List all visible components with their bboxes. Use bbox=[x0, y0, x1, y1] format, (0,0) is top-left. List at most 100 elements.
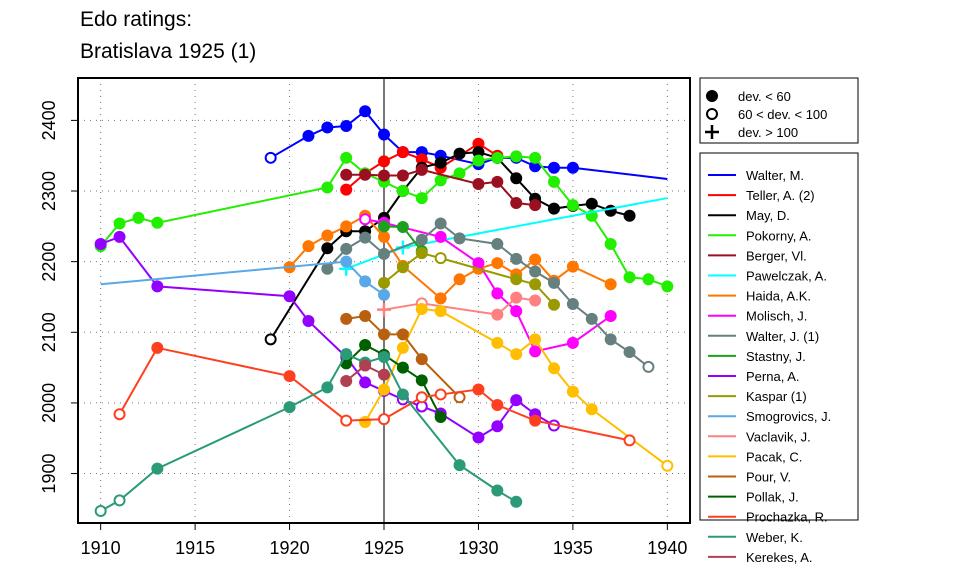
marker-filled bbox=[283, 370, 296, 383]
series-legend-label: Vaclavik, J. bbox=[746, 429, 811, 444]
marker-filled bbox=[359, 415, 372, 428]
marker-filled bbox=[491, 336, 504, 349]
marker-filled bbox=[491, 484, 504, 497]
marker-filled bbox=[415, 302, 428, 315]
marker-filled bbox=[434, 292, 447, 305]
series-line bbox=[100, 352, 517, 512]
chart-title-line1: Edo ratings: bbox=[80, 8, 193, 31]
marker-filled bbox=[566, 260, 579, 273]
marker-filled bbox=[434, 305, 447, 318]
y-tick-label: 2200 bbox=[39, 242, 59, 282]
marker-filled bbox=[453, 167, 466, 180]
marker-filled bbox=[510, 305, 523, 318]
marker-legend-box bbox=[699, 77, 859, 144]
marker-filled bbox=[378, 383, 390, 396]
marker-plus bbox=[705, 125, 719, 139]
marker-filled bbox=[359, 376, 372, 389]
marker-filled bbox=[113, 217, 126, 230]
marker-filled bbox=[415, 233, 428, 246]
marker-filled bbox=[491, 399, 504, 412]
marker-open bbox=[642, 360, 655, 373]
marker-filled bbox=[510, 172, 523, 185]
marker-filled bbox=[566, 298, 579, 311]
marker-legend: dev. < 60 60 < dev. < 100 dev. > 100 bbox=[699, 77, 859, 144]
marker-open bbox=[453, 391, 466, 404]
marker-filled bbox=[453, 273, 466, 286]
marker-filled bbox=[529, 151, 542, 164]
marker-filled bbox=[706, 90, 718, 102]
marker-filled bbox=[510, 150, 523, 163]
series-smogrovics-j bbox=[100, 255, 390, 301]
marker-filled bbox=[585, 312, 598, 325]
marker-filled bbox=[585, 197, 598, 210]
series-legend-label: Walter, M. bbox=[746, 168, 804, 183]
series-weber-k bbox=[94, 348, 523, 517]
marker-open bbox=[378, 413, 390, 426]
marker-filled bbox=[510, 394, 523, 407]
marker-filled bbox=[472, 257, 485, 270]
marker-filled bbox=[434, 230, 447, 243]
marker-open bbox=[359, 213, 372, 226]
series-line bbox=[326, 222, 650, 368]
marker-filled bbox=[396, 261, 409, 274]
marker-filled bbox=[340, 183, 353, 196]
marker-filled bbox=[340, 151, 353, 164]
marker-filled bbox=[340, 312, 353, 325]
marker-filled bbox=[396, 388, 409, 401]
x-tick-label: 1915 bbox=[175, 538, 215, 558]
series-vaclavik-j bbox=[377, 291, 542, 321]
marker-filled bbox=[113, 230, 126, 243]
series-legend-label: May, D. bbox=[746, 208, 790, 223]
marker-filled bbox=[529, 333, 542, 346]
marker-filled bbox=[321, 121, 334, 134]
marker-filled bbox=[566, 385, 579, 398]
marker-filled bbox=[472, 154, 485, 167]
marker-filled bbox=[378, 368, 390, 381]
series-berger-vl bbox=[340, 163, 542, 212]
marker-filled bbox=[453, 459, 466, 472]
marker-open bbox=[434, 388, 447, 401]
marker-filled bbox=[359, 231, 372, 244]
marker-filled bbox=[510, 348, 523, 361]
x-tick-label: 1925 bbox=[364, 538, 404, 558]
marker-filled bbox=[434, 174, 447, 187]
marker-filled bbox=[566, 161, 579, 174]
marker-filled bbox=[548, 276, 560, 289]
marker-filled bbox=[642, 273, 655, 286]
series-kerekes-a bbox=[340, 359, 390, 388]
marker-open bbox=[661, 459, 674, 472]
marker-filled bbox=[529, 278, 542, 291]
marker-filled bbox=[302, 240, 315, 253]
marker-filled bbox=[623, 271, 636, 284]
series-legend-label: Smogrovics, J. bbox=[746, 409, 831, 424]
series-pour-v bbox=[340, 310, 466, 404]
marker-open bbox=[340, 414, 353, 427]
marker-filled bbox=[396, 169, 409, 182]
marker-open bbox=[113, 494, 126, 507]
series-haida-a-k bbox=[283, 209, 617, 305]
y-tick-label: 2400 bbox=[39, 100, 59, 140]
marker-filled bbox=[661, 280, 674, 293]
marker-open bbox=[264, 151, 277, 164]
marker-filled bbox=[340, 168, 353, 181]
y-tick-label: 2100 bbox=[39, 312, 59, 352]
marker-filled bbox=[321, 242, 334, 255]
marker-filled bbox=[378, 276, 390, 289]
series-line bbox=[383, 252, 555, 306]
series-line bbox=[100, 260, 385, 296]
chart-title-line2: Bratislava 1925 (1) bbox=[80, 40, 257, 63]
marker-filled bbox=[415, 353, 428, 366]
marker-filled bbox=[472, 383, 485, 396]
marker-filled bbox=[434, 156, 447, 169]
marker-filled bbox=[623, 209, 636, 222]
series-legend-label: Berger, Vl. bbox=[746, 248, 807, 263]
marker-filled bbox=[510, 495, 523, 508]
marker-filled bbox=[510, 273, 523, 286]
marker-filled bbox=[491, 151, 504, 164]
marker-filled bbox=[548, 362, 560, 375]
marker-filled bbox=[585, 403, 598, 416]
series-line bbox=[100, 235, 555, 439]
marker-filled bbox=[302, 129, 315, 142]
marker-filled bbox=[396, 185, 409, 198]
